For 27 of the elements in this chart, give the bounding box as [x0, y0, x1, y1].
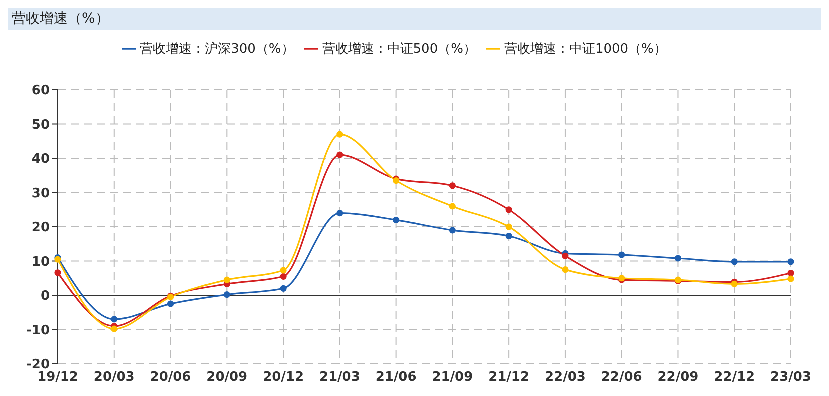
x-tick-label: 19/12 [38, 370, 78, 386]
x-tick-label: 20/03 [94, 370, 135, 386]
x-tick-label: 23/03 [770, 370, 812, 386]
x-tick-label: 20/06 [150, 370, 192, 386]
x-tick-label: 21/06 [376, 370, 417, 386]
x-tick-label: 20/12 [263, 370, 304, 386]
x-tick-label: 21/12 [488, 370, 530, 386]
y-tick-label: 40 [32, 152, 50, 168]
y-tick-label: -10 [26, 323, 50, 338]
y-tick-label: -20 [26, 358, 50, 373]
y-tick-label: 20 [32, 220, 50, 236]
legend-label: 营收增速：中证1000（%） [504, 42, 667, 57]
x-tick-label: 20/09 [206, 370, 248, 386]
y-tick-label: 0 [40, 289, 50, 304]
y-tick-label: 60 [32, 84, 50, 99]
y-tick-label: 10 [32, 254, 50, 270]
x-tick-label: 22/09 [658, 370, 699, 386]
x-tick-label: 22/06 [601, 370, 642, 386]
legend-label: 营收增速：沪深300（%） [140, 42, 294, 57]
y-tick-label: 50 [32, 118, 50, 133]
x-tick-label: 21/09 [432, 370, 474, 386]
x-tick-label: 22/03 [544, 370, 586, 386]
x-tick-label: 21/03 [319, 370, 360, 386]
legend-label: 营收增速：中证500（%） [322, 42, 476, 57]
chart-title: 营收增速（%） [8, 8, 821, 30]
y-tick-label: 30 [32, 186, 50, 202]
x-tick-label: 22/12 [714, 370, 756, 386]
